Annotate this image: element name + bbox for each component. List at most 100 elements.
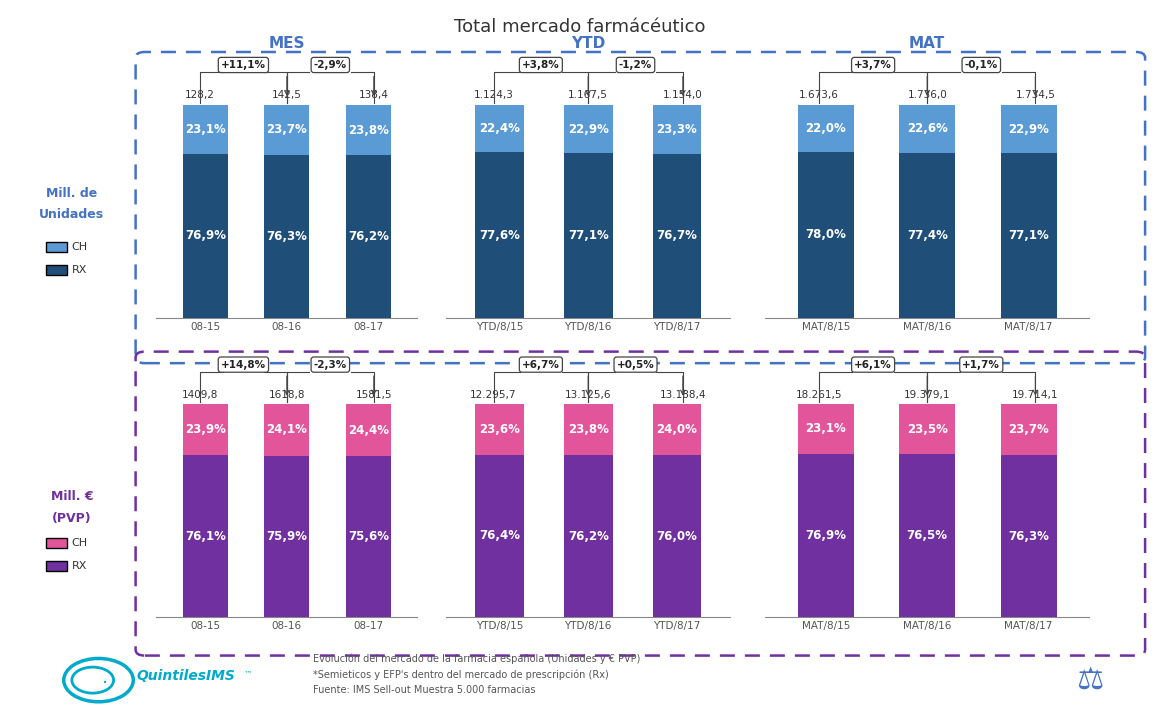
Text: 1409,8: 1409,8: [182, 390, 218, 400]
Text: 142,5: 142,5: [272, 90, 301, 100]
Bar: [475, 404, 524, 455]
Text: 77,1%: 77,1%: [568, 229, 608, 242]
Text: ⚖: ⚖: [1076, 666, 1103, 695]
Text: 23,9%: 23,9%: [185, 423, 226, 436]
Text: YTD: YTD: [571, 36, 605, 51]
Bar: [345, 155, 391, 318]
Bar: [475, 455, 524, 617]
Text: +3,8%: +3,8%: [522, 60, 560, 70]
Text: 24,4%: 24,4%: [348, 424, 389, 437]
Text: 1.154,0: 1.154,0: [663, 90, 702, 100]
Text: 1.673,6: 1.673,6: [799, 90, 839, 100]
Text: 19.714,1: 19.714,1: [1012, 390, 1058, 400]
Text: 22,9%: 22,9%: [568, 123, 608, 136]
Text: 19.379,1: 19.379,1: [904, 390, 950, 400]
Text: 75,9%: 75,9%: [267, 530, 307, 543]
Bar: [797, 453, 854, 617]
Text: +6,7%: +6,7%: [522, 360, 560, 370]
Text: 78,0%: 78,0%: [806, 228, 846, 241]
Bar: [264, 105, 309, 155]
Text: QuintilesIMS: QuintilesIMS: [137, 669, 235, 683]
Bar: [899, 404, 955, 454]
Text: MES: MES: [269, 36, 305, 51]
Bar: [653, 105, 701, 155]
Text: RX: RX: [72, 266, 87, 275]
Text: 24,1%: 24,1%: [267, 424, 307, 437]
Text: Evolución del mercado de la farmacia española (Unidades y € PVP): Evolución del mercado de la farmacia esp…: [313, 653, 640, 664]
Text: 23,8%: 23,8%: [568, 423, 608, 436]
Text: 23,1%: 23,1%: [185, 123, 226, 136]
Bar: [797, 105, 854, 152]
Text: (PVP): (PVP): [52, 511, 92, 525]
Bar: [563, 455, 613, 617]
Bar: [183, 404, 228, 456]
Text: ·: ·: [102, 674, 109, 693]
Text: Mill. €: Mill. €: [51, 490, 93, 503]
Bar: [1000, 404, 1057, 455]
Text: 76,7%: 76,7%: [656, 230, 698, 243]
Text: 23,3%: 23,3%: [656, 123, 698, 136]
Bar: [653, 404, 701, 456]
Text: 76,4%: 76,4%: [479, 529, 520, 542]
Text: 76,9%: 76,9%: [184, 230, 226, 243]
Text: 24,0%: 24,0%: [656, 423, 698, 436]
Bar: [797, 404, 854, 453]
Text: 1.736,0: 1.736,0: [907, 90, 947, 100]
Text: 12.295,7: 12.295,7: [471, 390, 517, 400]
Text: 76,3%: 76,3%: [1008, 529, 1049, 542]
Text: 23,8%: 23,8%: [348, 123, 388, 136]
Text: +6,1%: +6,1%: [854, 360, 892, 370]
Text: Total mercado farmácéutico: Total mercado farmácéutico: [454, 18, 705, 36]
Text: 138,4: 138,4: [359, 90, 388, 100]
Text: 1.124,3: 1.124,3: [474, 90, 513, 100]
Text: RX: RX: [72, 562, 87, 571]
Text: -1,2%: -1,2%: [619, 60, 653, 70]
Text: 22,0%: 22,0%: [806, 121, 846, 134]
Text: 75,6%: 75,6%: [348, 530, 389, 543]
Bar: [653, 155, 701, 318]
Bar: [264, 155, 309, 318]
Text: -0,1%: -0,1%: [964, 60, 998, 70]
Text: 23,7%: 23,7%: [267, 123, 307, 136]
Text: 1.734,5: 1.734,5: [1015, 90, 1056, 100]
Text: 76,2%: 76,2%: [568, 530, 608, 543]
Text: 23,6%: 23,6%: [479, 423, 520, 436]
Bar: [1000, 105, 1057, 154]
Text: 76,0%: 76,0%: [656, 530, 698, 543]
Bar: [899, 153, 955, 318]
Bar: [899, 105, 955, 153]
Text: 23,5%: 23,5%: [906, 423, 948, 436]
Text: +1,7%: +1,7%: [962, 360, 1000, 370]
Bar: [345, 456, 391, 617]
Text: 23,1%: 23,1%: [806, 422, 846, 435]
Text: 23,7%: 23,7%: [1008, 423, 1049, 436]
Text: 22,6%: 22,6%: [906, 122, 948, 135]
Text: Mill. de: Mill. de: [46, 186, 97, 200]
Text: 128,2: 128,2: [185, 90, 214, 100]
Text: 13.188,4: 13.188,4: [659, 390, 706, 400]
Bar: [563, 105, 613, 154]
Bar: [475, 105, 524, 152]
Text: Fuente: IMS Sell-out Muestra 5.000 farmacias: Fuente: IMS Sell-out Muestra 5.000 farma…: [313, 685, 535, 695]
Text: 76,1%: 76,1%: [185, 530, 226, 543]
Text: Unidades: Unidades: [39, 208, 104, 222]
Bar: [183, 154, 228, 318]
Bar: [183, 105, 228, 154]
Bar: [899, 454, 955, 617]
Bar: [264, 456, 309, 617]
Text: MAT: MAT: [909, 36, 946, 51]
Bar: [563, 404, 613, 455]
Bar: [475, 152, 524, 318]
Text: *Semieticos y EFP's dentro del mercado de prescripción (Rx): *Semieticos y EFP's dentro del mercado d…: [313, 669, 608, 680]
Text: 76,2%: 76,2%: [348, 230, 388, 243]
Text: 18.261,5: 18.261,5: [796, 390, 843, 400]
Text: +0,5%: +0,5%: [617, 360, 655, 370]
Text: 22,4%: 22,4%: [479, 122, 520, 135]
Text: 1618,8: 1618,8: [269, 390, 305, 400]
Text: ™: ™: [243, 670, 252, 679]
Bar: [653, 456, 701, 617]
Text: +14,8%: +14,8%: [221, 360, 265, 370]
Text: 76,5%: 76,5%: [906, 529, 948, 542]
Text: 77,6%: 77,6%: [479, 229, 520, 242]
Text: CH: CH: [72, 243, 88, 252]
